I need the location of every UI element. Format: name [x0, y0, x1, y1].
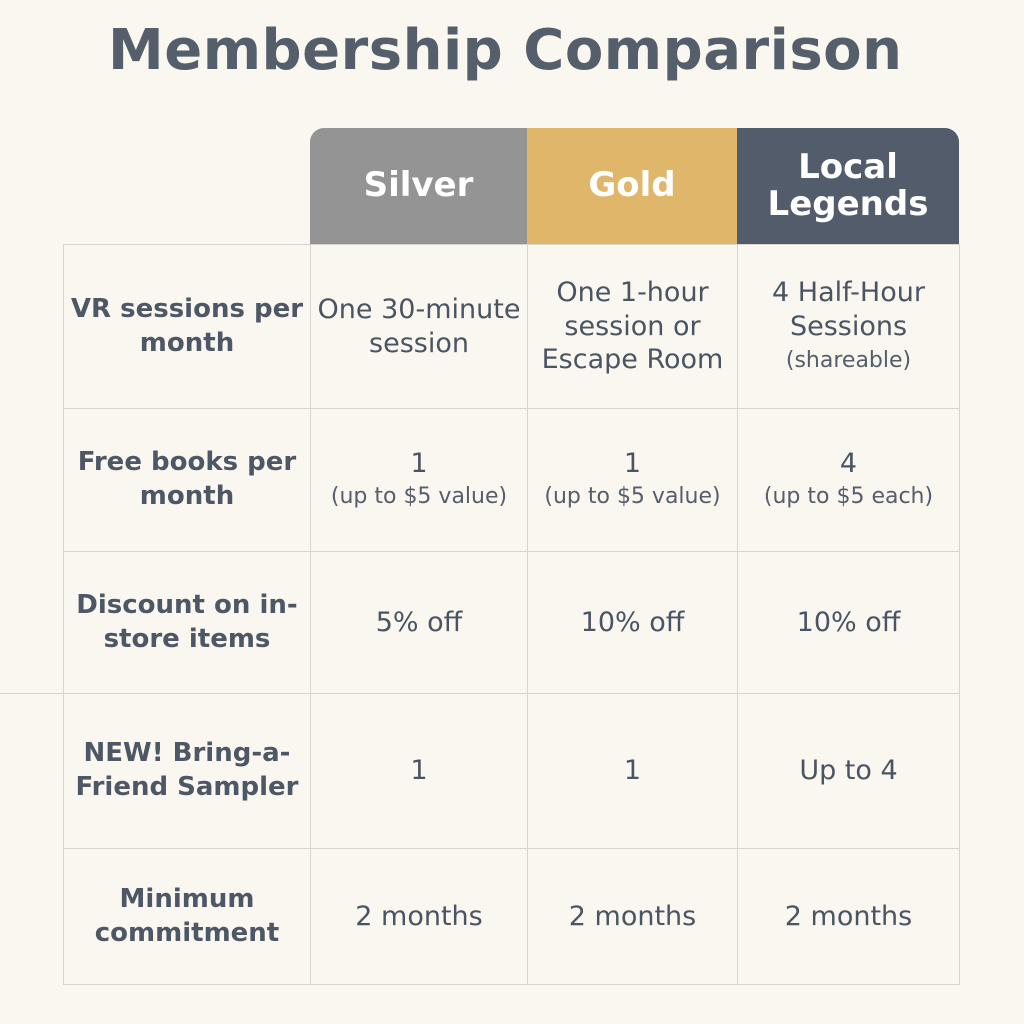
cell-gold-books: 1 (up to $5 value): [527, 408, 738, 552]
cell-legends-commitment: 2 months: [737, 848, 960, 985]
cell-main: 1: [623, 755, 642, 787]
row-label-discount: Discount on in-store items: [63, 551, 311, 694]
table-row: Free books per month 1 (up to $5 value) …: [63, 408, 960, 552]
row-label-free-books: Free books per month: [63, 408, 311, 552]
cell-note: (up to $5 value): [544, 484, 721, 510]
cell-main: 5% off: [375, 606, 463, 638]
cell-gold-vr: One 1-hour session or Escape Room: [527, 244, 738, 409]
cell-legends-vr: 4 Half-Hour Sessions (shareable): [737, 244, 960, 409]
cell-silver-commitment: 2 months: [310, 848, 528, 985]
cell-main: 2 months: [568, 900, 697, 932]
cell-legends-books: 4 (up to $5 each): [737, 408, 960, 552]
cell-legends-discount: 10% off: [737, 551, 960, 694]
cell-silver-friend: 1: [310, 693, 528, 849]
tier-header-gold: Gold: [527, 128, 737, 244]
table-row: VR sessions per month One 30-minute sess…: [63, 244, 960, 409]
cell-main: 1: [410, 447, 428, 479]
cell-silver-discount: 5% off: [310, 551, 528, 694]
cell-note: (up to $5 each): [763, 484, 934, 510]
cell-main: 10% off: [580, 606, 685, 638]
page-title: Membership Comparison: [108, 18, 903, 83]
table-row: NEW! Bring-a-Friend Sampler 1 1 Up to 4: [63, 693, 960, 849]
cell-gold-discount: 10% off: [527, 551, 738, 694]
table-row: Discount on in-store items 5% off 10% of…: [63, 551, 960, 694]
cell-main: One 30-minute session: [317, 293, 521, 359]
left-divider-line: [0, 693, 63, 694]
tier-header-silver: Silver: [310, 128, 527, 244]
tier-header-row: Silver Gold Local Legends: [310, 128, 959, 244]
cell-gold-commitment: 2 months: [527, 848, 738, 985]
cell-silver-vr: One 30-minute session: [310, 244, 528, 409]
comparison-table: VR sessions per month One 30-minute sess…: [63, 244, 960, 985]
table-row: Minimum commitment 2 months 2 months 2 m…: [63, 848, 960, 985]
cell-main: Up to 4: [799, 755, 898, 787]
cell-silver-books: 1 (up to $5 value): [310, 408, 528, 552]
cell-main: 2 months: [784, 900, 913, 932]
cell-main: 1: [410, 755, 428, 787]
cell-main: One 1-hour session or Escape Room: [541, 276, 724, 376]
cell-main: 4: [839, 447, 858, 479]
cell-note: (shareable): [785, 347, 912, 373]
cell-gold-friend: 1: [527, 693, 738, 849]
row-label-vr-sessions: VR sessions per month: [63, 244, 311, 409]
cell-main: 2 months: [355, 900, 483, 932]
cell-main: 10% off: [796, 606, 901, 638]
cell-legends-friend: Up to 4: [737, 693, 960, 849]
cell-note: (up to $5 value): [330, 484, 508, 510]
cell-main: 4 Half-Hour Sessions: [772, 277, 925, 342]
cell-main: 1: [623, 447, 642, 479]
row-label-minimum-commitment: Minimum commitment: [63, 848, 311, 985]
row-label-bring-a-friend: NEW! Bring-a-Friend Sampler: [63, 693, 311, 849]
tier-header-local-legends: Local Legends: [737, 128, 959, 244]
